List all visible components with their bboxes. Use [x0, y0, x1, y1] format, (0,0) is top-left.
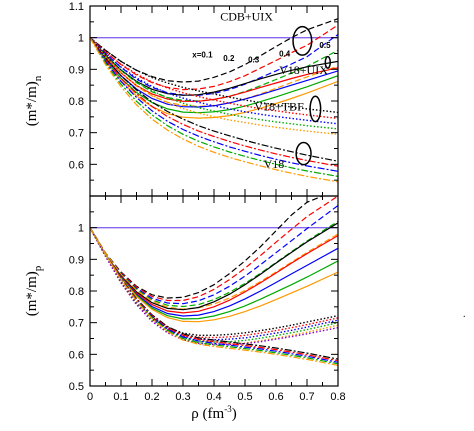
proton-ytick-label: 0.6 — [69, 349, 84, 361]
proton-series-1-curve-3 — [90, 227, 338, 320]
neutron-ytick-label: 1 — [78, 33, 84, 45]
neutron-series-2-curve-4 — [90, 37, 338, 135]
neutron-series-3-curve-1 — [90, 37, 338, 167]
proton-ylabel: (m*/m)p — [24, 265, 44, 316]
neutron-series-2-curve-0 — [90, 37, 338, 114]
proton-xlabel-end: ) — [232, 406, 237, 422]
proton-ylabel-main: (m*/m) — [24, 271, 40, 316]
proton-xtick-label: 0.4 — [206, 391, 221, 403]
neutron-series-1-curve-0 — [90, 37, 338, 96]
stray-mark: . — [463, 309, 466, 320]
neutron-annotation-2: V18+TBF — [254, 100, 304, 114]
neutron-x-label-0: x=0.1 — [192, 51, 213, 60]
neutron-ylabel-sub: n — [32, 75, 44, 81]
proton-series-3-curve-2 — [90, 227, 338, 363]
neutron-series-3-curve-4 — [90, 37, 338, 183]
neutron-series-0-curve-2 — [90, 34, 338, 96]
proton-panel: 0.5 0.6 0.7 0.8 0.9 1 0 0.1 0.2 0.3 0.4 0.5 0.6 0.7 0.… — [24, 195, 346, 422]
proton-xlabel: ρ (fm-3) — [191, 404, 236, 422]
neutron-annotation-1: V18+UIX — [279, 63, 328, 77]
proton-xtick-label: 0.5 — [237, 391, 252, 403]
proton-ylabel-sub: p — [32, 265, 44, 271]
proton-series-3-curve-3 — [90, 227, 338, 365]
proton-xtick-label: 0.8 — [330, 391, 345, 403]
neutron-x-label-2: 0.3 — [248, 55, 260, 64]
neutron-panel: 0.6 0.7 0.8 0.9 1 1.1 (m*/m)n CDB+UIX V18+UIX V18… — [24, 1, 339, 197]
proton-series-1-curve-4 — [90, 227, 338, 323]
proton-xtick-label: 0.1 — [113, 391, 128, 403]
neutron-ytick-label: 0.6 — [69, 159, 84, 171]
proton-xtick-label: 0.7 — [299, 391, 314, 403]
neutron-series-2-curve-1 — [90, 37, 338, 120]
proton-xtick-label: 0.3 — [175, 391, 190, 403]
proton-ytick-label: 0.5 — [69, 381, 84, 393]
neutron-x-label-1: 0.2 — [223, 54, 235, 63]
proton-xtick-label: 0.2 — [144, 391, 159, 403]
neutron-x-label-4: 0.5 — [319, 41, 331, 50]
neutron-series-1-curve-2 — [90, 37, 338, 108]
neutron-series-3-curve-2 — [90, 37, 338, 172]
proton-series-1-curve-0 — [90, 222, 338, 311]
proton-series-1-curve-1 — [90, 227, 338, 314]
proton-xlabel-main: ρ (fm — [191, 406, 224, 422]
proton-ytick-label: 0.9 — [69, 254, 84, 266]
neutron-series-3-curve-3 — [90, 37, 338, 177]
neutron-annotation-3: V18 — [264, 157, 285, 171]
proton-xlabel-sup: -3 — [224, 404, 232, 414]
neutron-ellipse-1 — [324, 55, 331, 69]
proton-ytick-label: 0.8 — [69, 286, 84, 298]
proton-ytick-label: 1 — [78, 223, 84, 235]
proton-series-0-curve-1 — [90, 196, 338, 302]
neutron-ytick-label: 0.8 — [69, 96, 84, 108]
neutron-ytick-label: 0.7 — [69, 128, 84, 140]
proton-series-3-curve-0 — [90, 227, 338, 360]
proton-series-2-curve-3 — [90, 227, 338, 343]
proton-curves — [90, 196, 338, 366]
neutron-series-0-curve-1 — [90, 24, 338, 91]
proton-series-1-curve-2 — [90, 227, 338, 317]
proton-series-2-curve-1 — [90, 227, 338, 339]
neutron-x-label-3: 0.4 — [279, 50, 291, 59]
neutron-series-0-curve-0 — [90, 18, 338, 83]
neutron-curves — [90, 18, 338, 183]
neutron-series-1-curve-4 — [90, 37, 338, 119]
proton-series-3-curve-1 — [90, 227, 338, 362]
neutron-ellipse-3 — [295, 141, 312, 166]
neutron-ellipse-2 — [309, 95, 322, 123]
neutron-annotation-0: CDB+UIX — [220, 9, 273, 23]
proton-series-3-curve-4 — [90, 227, 338, 366]
neutron-ytick-label: 0.9 — [69, 64, 84, 76]
neutron-series-2-curve-3 — [90, 37, 338, 130]
neutron-ylabel: (m*/m)n — [24, 75, 44, 126]
proton-ytick-label: 0.7 — [69, 318, 84, 330]
proton-xtick-label: 0.6 — [268, 391, 283, 403]
neutron-ellipse-0 — [292, 25, 313, 56]
proton-series-2-curve-0 — [90, 227, 338, 336]
proton-series-0-curve-4 — [90, 227, 338, 310]
proton-xtick-label: 0 — [87, 391, 93, 403]
neutron-ylabel-main: (m*/m) — [24, 81, 40, 126]
neutron-ytick-label: 1.1 — [69, 1, 84, 13]
neutron-series-3-curve-0 — [90, 37, 338, 162]
